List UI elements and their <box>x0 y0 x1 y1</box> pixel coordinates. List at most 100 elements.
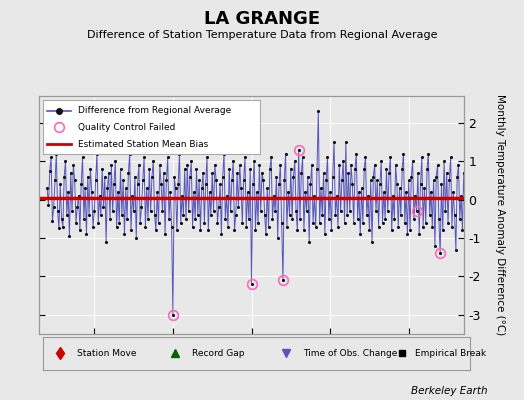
Point <box>397 212 405 218</box>
Point <box>386 154 395 161</box>
Point <box>433 162 442 168</box>
Point <box>179 212 188 218</box>
Point <box>365 227 374 234</box>
Point <box>431 242 439 249</box>
Point <box>159 170 168 176</box>
Point <box>264 223 272 230</box>
Point <box>156 162 164 168</box>
Point <box>232 212 240 218</box>
Point <box>296 216 304 222</box>
Point <box>90 208 99 214</box>
Point <box>195 177 203 184</box>
Point <box>293 227 301 234</box>
Point <box>175 150 183 157</box>
Point <box>275 181 283 188</box>
Point <box>196 227 204 234</box>
Point <box>428 223 436 230</box>
Text: Empirical Break: Empirical Break <box>414 349 486 358</box>
Point <box>413 170 422 176</box>
Point <box>439 227 447 234</box>
Point <box>183 162 191 168</box>
Point <box>129 208 138 214</box>
Point <box>416 181 424 188</box>
Point <box>279 277 287 284</box>
Point <box>135 162 143 168</box>
Point <box>144 216 152 222</box>
Point <box>226 208 235 214</box>
Point <box>89 223 97 230</box>
Point <box>116 166 125 172</box>
Text: Berkeley Earth: Berkeley Earth <box>411 386 487 396</box>
Point <box>423 166 431 172</box>
Point <box>398 166 406 172</box>
Point <box>382 166 390 172</box>
Point <box>280 177 288 184</box>
Point <box>73 204 81 210</box>
Point <box>47 154 55 161</box>
Point <box>53 208 62 214</box>
Point <box>294 146 303 153</box>
Point <box>429 177 438 184</box>
Point <box>343 212 351 218</box>
Point <box>255 162 264 168</box>
Point <box>222 193 231 199</box>
Point <box>311 223 320 230</box>
Point <box>229 158 237 164</box>
Point <box>78 154 86 161</box>
Point <box>377 158 385 164</box>
Point <box>250 158 258 164</box>
Point <box>83 174 92 180</box>
Point <box>98 166 106 172</box>
Point <box>358 220 367 226</box>
Point <box>70 177 79 184</box>
Point <box>432 174 440 180</box>
Point <box>102 239 110 245</box>
Point <box>460 170 468 176</box>
Point <box>355 189 363 195</box>
Point <box>180 166 189 172</box>
Point <box>54 225 63 232</box>
Point <box>141 223 149 230</box>
Point <box>69 162 78 168</box>
Point <box>277 220 286 226</box>
Point <box>402 189 410 195</box>
Point <box>177 220 185 226</box>
Point <box>378 220 387 226</box>
Point <box>327 227 335 234</box>
Point <box>140 154 148 161</box>
Point <box>191 216 199 222</box>
Point <box>384 208 392 214</box>
Point <box>145 166 154 172</box>
Point <box>421 220 430 226</box>
Point <box>272 174 280 180</box>
Point <box>412 208 421 214</box>
Point <box>238 220 246 226</box>
Text: LA GRANGE: LA GRANGE <box>204 10 320 28</box>
Point <box>410 216 418 222</box>
Point <box>447 223 456 230</box>
Point <box>387 227 396 234</box>
Point <box>182 216 190 222</box>
Point <box>258 170 266 176</box>
Point <box>171 185 180 191</box>
Point <box>360 166 368 172</box>
Point <box>137 204 146 210</box>
Point <box>366 177 375 184</box>
Point <box>246 166 254 172</box>
Point <box>174 181 182 188</box>
Point <box>138 177 147 184</box>
Point <box>441 208 450 214</box>
Point <box>77 181 85 188</box>
Point <box>227 177 236 184</box>
Point <box>369 174 377 180</box>
Point <box>405 177 413 184</box>
Point <box>268 216 277 222</box>
Text: Record Gap: Record Gap <box>192 349 245 358</box>
Point <box>157 181 165 188</box>
Text: Time of Obs. Change: Time of Obs. Change <box>303 349 398 358</box>
Point <box>290 158 299 164</box>
Point <box>220 150 228 157</box>
Point <box>204 227 212 234</box>
Point <box>392 181 401 188</box>
Point <box>148 174 156 180</box>
